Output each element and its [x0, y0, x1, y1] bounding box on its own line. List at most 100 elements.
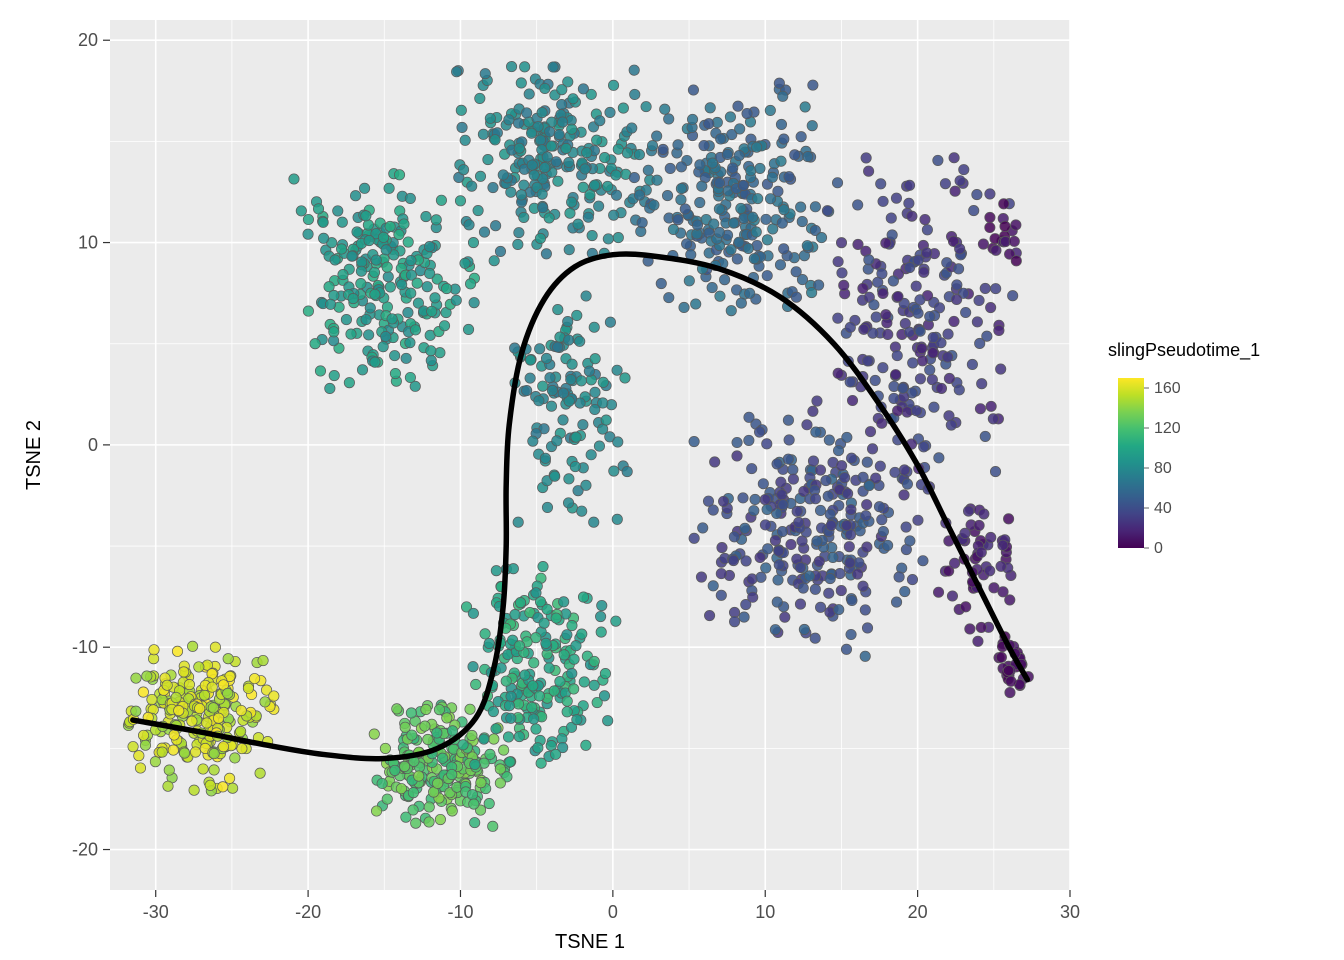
scatter-point — [469, 297, 479, 307]
scatter-point — [296, 206, 306, 216]
scatter-point — [810, 584, 820, 594]
scatter-point — [303, 306, 313, 316]
scatter-point — [470, 759, 480, 769]
scatter-point — [806, 287, 816, 297]
scatter-point — [465, 279, 475, 289]
scatter-point — [457, 122, 467, 132]
scatter-point — [468, 608, 478, 618]
scatter-point — [547, 385, 557, 395]
scatter-point — [676, 162, 686, 172]
scatter-point — [862, 623, 872, 633]
scatter-point — [520, 670, 530, 680]
scatter-point — [680, 204, 690, 214]
scatter-point — [269, 691, 279, 701]
scatter-point — [458, 740, 468, 750]
scatter-point — [467, 181, 477, 191]
scatter-point — [799, 624, 809, 634]
scatter-point — [162, 680, 172, 690]
scatter-point — [936, 383, 946, 393]
scatter-point — [951, 294, 961, 304]
scatter-point — [696, 572, 706, 582]
scatter-point — [834, 604, 844, 614]
scatter-point — [584, 366, 594, 376]
scatter-point — [595, 611, 605, 621]
scatter-point — [506, 713, 516, 723]
scatter-point — [803, 151, 813, 161]
legend-tick-label: 80 — [1154, 460, 1172, 477]
scatter-point — [463, 324, 473, 334]
scatter-point — [329, 327, 339, 337]
scatter-point — [662, 190, 672, 200]
scatter-point — [899, 490, 909, 500]
scatter-point — [341, 314, 351, 324]
scatter-point — [519, 62, 529, 72]
scatter-point — [531, 724, 541, 734]
scatter-point — [172, 646, 182, 656]
scatter-point — [344, 377, 354, 387]
scatter-point — [658, 144, 668, 154]
scatter-point — [608, 80, 618, 90]
scatter-point — [163, 781, 173, 791]
scatter-point — [949, 153, 959, 163]
x-tick-label: 10 — [755, 902, 775, 922]
scatter-point — [954, 244, 964, 254]
scatter-point — [704, 610, 714, 620]
scatter-point — [315, 366, 325, 376]
scatter-point — [352, 227, 362, 237]
scatter-point — [788, 474, 798, 484]
scatter-point — [424, 817, 434, 827]
scatter-point — [552, 436, 562, 446]
scatter-point — [363, 220, 373, 230]
scatter-point — [904, 327, 914, 337]
scatter-point — [578, 592, 588, 602]
scatter-point — [495, 246, 505, 256]
scatter-point — [538, 561, 548, 571]
scatter-point — [436, 195, 446, 205]
scatter-point — [888, 276, 898, 286]
scatter-point — [609, 466, 619, 476]
scatter-point — [589, 322, 599, 332]
scatter-point — [845, 322, 855, 332]
scatter-point — [1003, 665, 1013, 675]
scatter-point — [562, 630, 572, 640]
scatter-point — [460, 135, 470, 145]
scatter-point — [751, 227, 761, 237]
scatter-point — [385, 221, 395, 231]
scatter-point — [451, 67, 461, 77]
scatter-point — [681, 239, 691, 249]
scatter-point — [775, 260, 785, 270]
scatter-point — [202, 718, 212, 728]
scatter-point — [514, 641, 524, 651]
scatter-point — [581, 291, 591, 301]
scatter-point — [862, 457, 872, 467]
scatter-point — [392, 704, 402, 714]
scatter-point — [424, 802, 434, 812]
scatter-point — [812, 536, 822, 546]
scatter-point — [922, 225, 932, 235]
scatter-point — [815, 505, 825, 515]
scatter-point — [698, 523, 708, 533]
scatter-point — [815, 465, 825, 475]
scatter-point — [861, 153, 871, 163]
scatter-point — [795, 202, 805, 212]
scatter-point — [227, 783, 237, 793]
scatter-point — [762, 439, 772, 449]
scatter-point — [902, 407, 912, 417]
scatter-point — [408, 805, 418, 815]
scatter-point — [841, 644, 851, 654]
scatter-point — [587, 230, 597, 240]
scatter-point — [716, 568, 726, 578]
scatter-point — [823, 491, 833, 501]
scatter-point — [1011, 220, 1021, 230]
scatter-point — [516, 78, 526, 88]
scatter-point — [808, 406, 818, 416]
scatter-point — [423, 734, 433, 744]
scatter-point — [485, 113, 495, 123]
scatter-point — [751, 142, 761, 152]
scatter-point — [469, 799, 479, 809]
scatter-point — [531, 588, 541, 598]
scatter-point — [942, 352, 952, 362]
scatter-point — [249, 673, 259, 683]
scatter-point — [892, 350, 902, 360]
scatter-point — [455, 196, 465, 206]
